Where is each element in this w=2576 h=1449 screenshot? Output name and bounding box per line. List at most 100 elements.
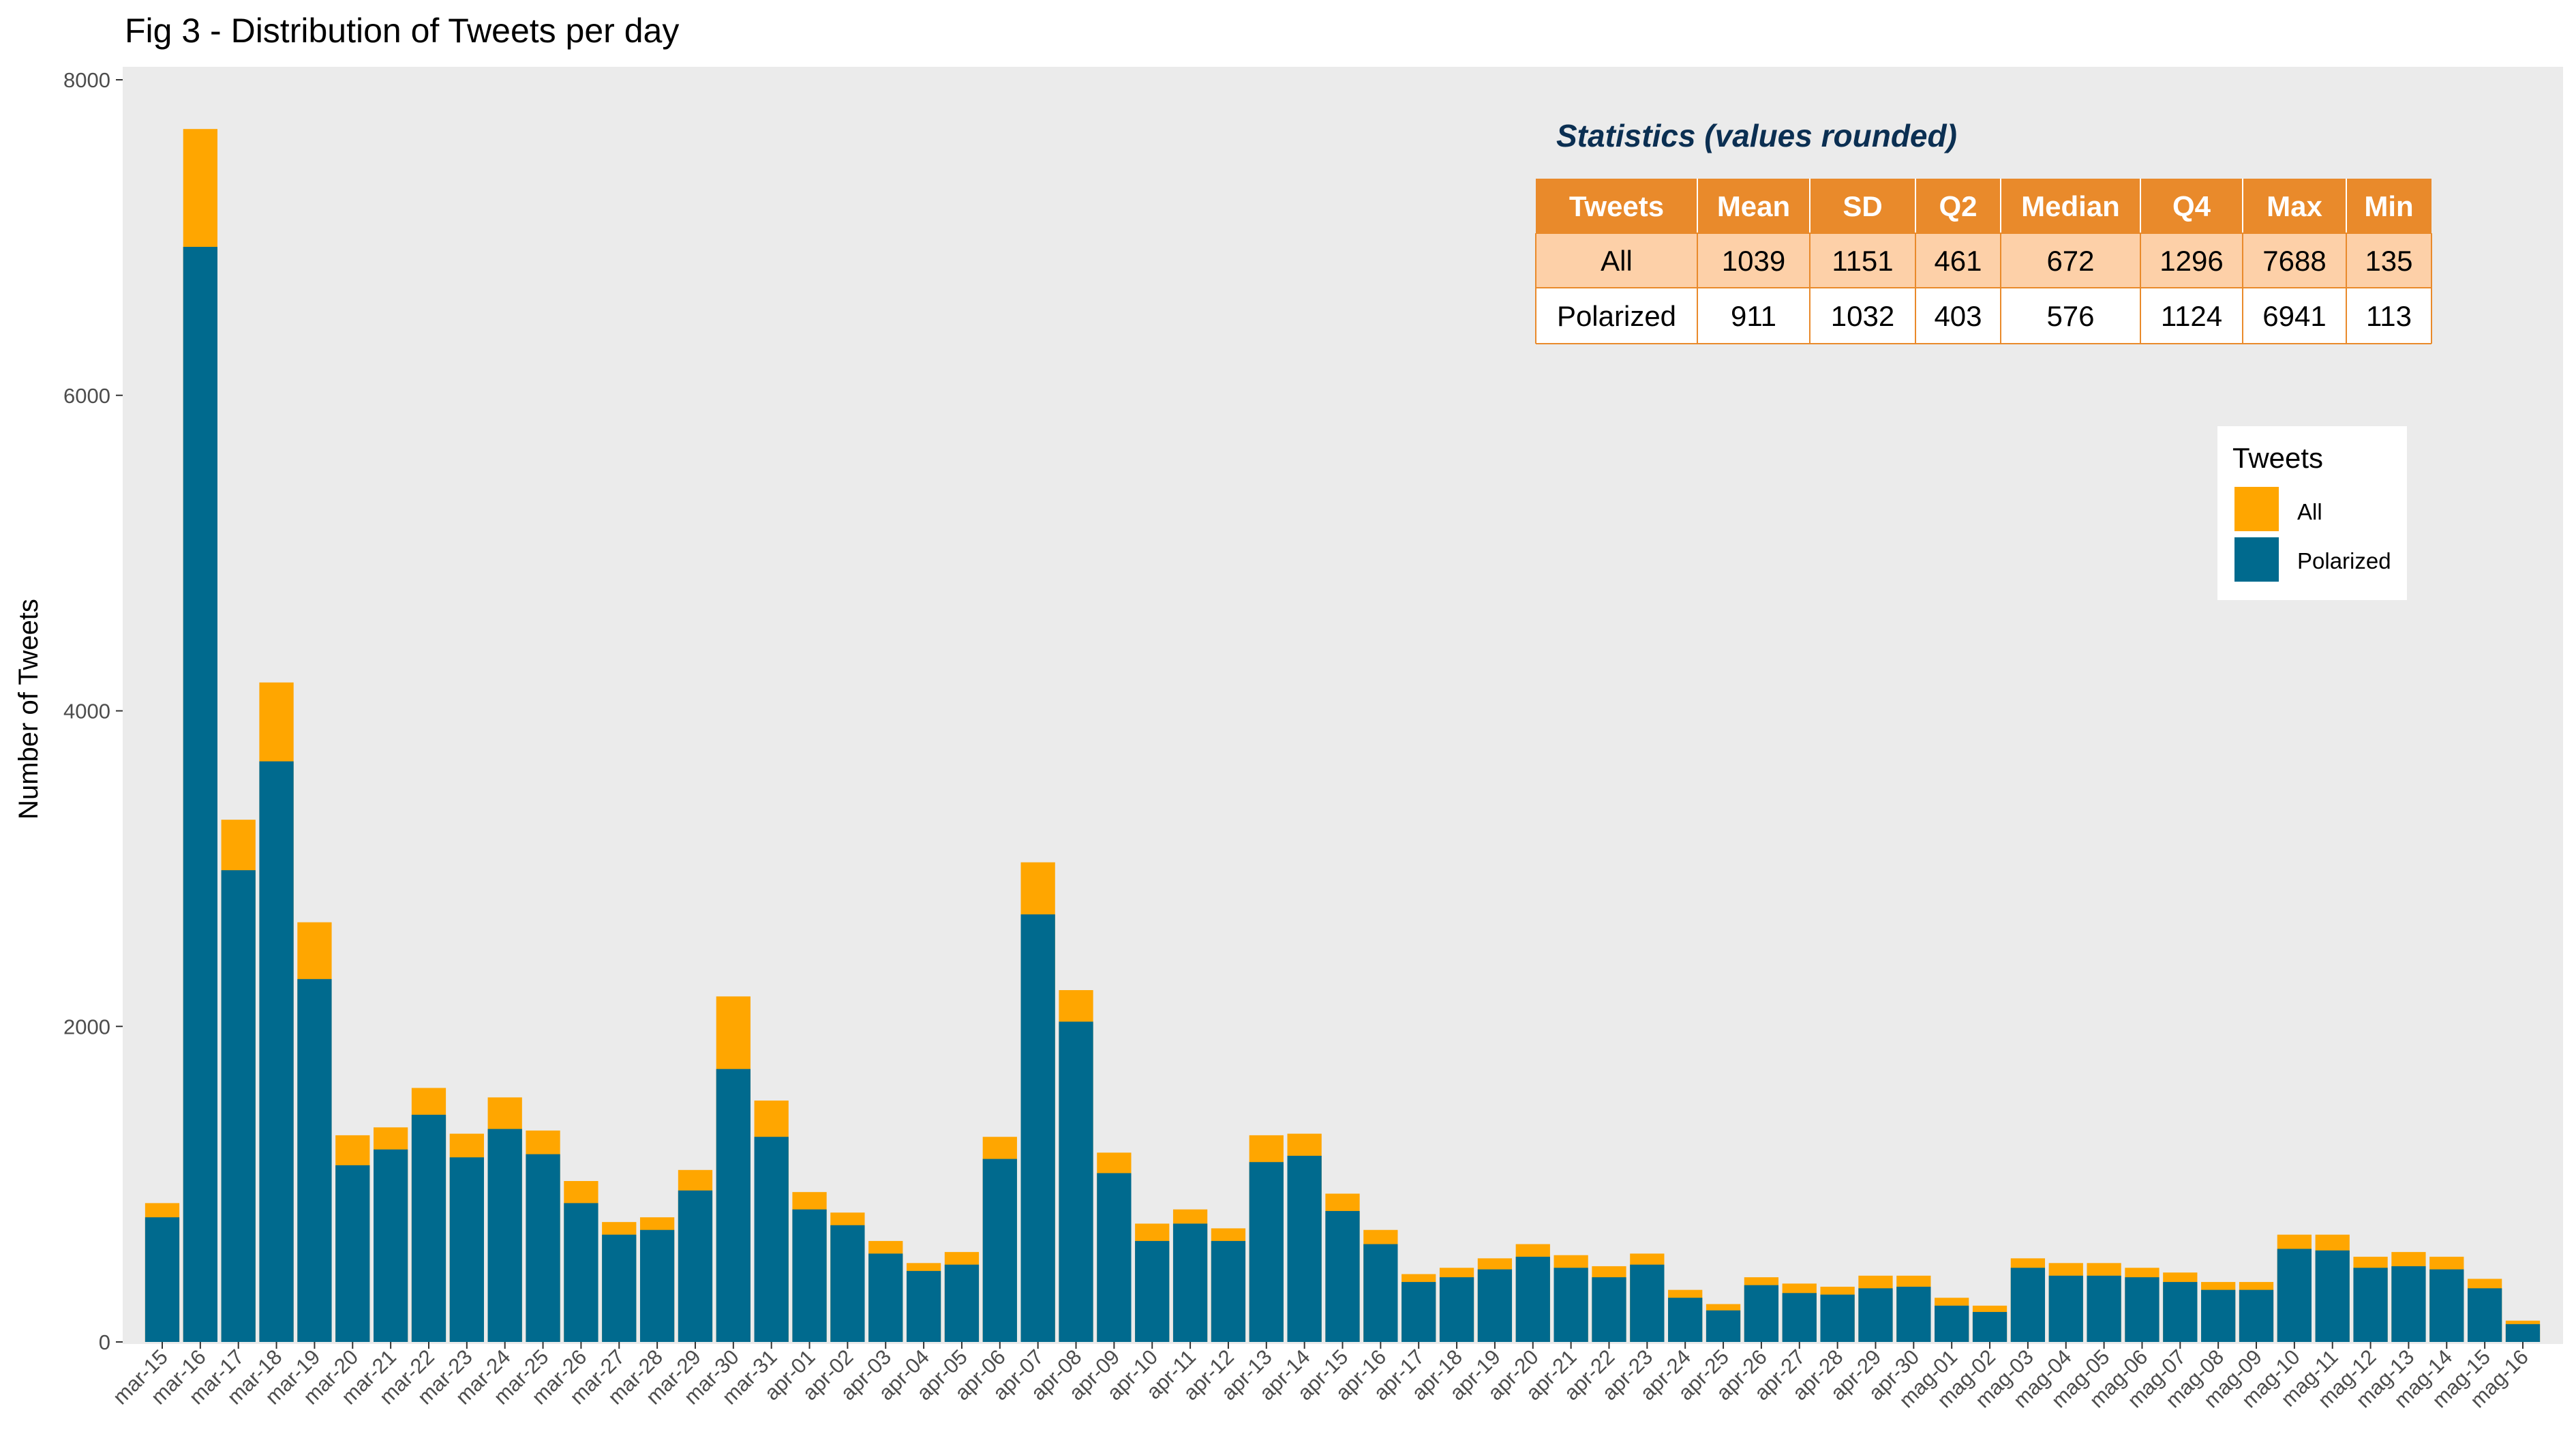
stats-cell: 1151 xyxy=(1832,245,1893,277)
bar-polarized-apr-01 xyxy=(792,1209,827,1342)
bar-polarized-apr-16 xyxy=(1363,1244,1398,1342)
bar-polarized-apr-02 xyxy=(830,1225,865,1342)
stats-header-row xyxy=(1536,179,2431,233)
stats-cell: 403 xyxy=(1934,300,1982,332)
bar-polarized-apr-14 xyxy=(1287,1155,1322,1342)
stats-cell: 1124 xyxy=(2161,300,2222,332)
y-tick-label: 8000 xyxy=(63,68,110,92)
bars-group xyxy=(145,129,2541,1343)
bar-polarized-apr-26 xyxy=(1744,1285,1779,1342)
bar-polarized-mar-19 xyxy=(297,979,332,1342)
bar-polarized-mar-24 xyxy=(487,1129,522,1342)
bar-polarized-mar-17 xyxy=(221,870,256,1342)
bar-polarized-apr-07 xyxy=(1020,914,1055,1342)
stats-header-cell: Mean xyxy=(1717,190,1790,222)
bar-polarized-mag-04 xyxy=(2048,1275,2083,1342)
bar-polarized-mar-30 xyxy=(716,1069,751,1342)
bar-polarized-apr-09 xyxy=(1097,1173,1132,1342)
stats-header-cell: Tweets xyxy=(1569,190,1664,222)
bar-polarized-apr-24 xyxy=(1668,1298,1703,1342)
stats-row xyxy=(1536,288,2431,344)
legend-label-all: All xyxy=(2297,499,2322,524)
bar-polarized-apr-03 xyxy=(868,1253,903,1342)
y-axis-label: Number of Tweets xyxy=(14,599,44,820)
bar-polarized-apr-04 xyxy=(906,1270,941,1342)
bar-polarized-mag-10 xyxy=(2277,1249,2312,1342)
stats-cell: All xyxy=(1601,245,1633,277)
bar-polarized-apr-10 xyxy=(1135,1240,1170,1342)
y-tick-label: 6000 xyxy=(63,384,110,408)
stats-header-cell: Q2 xyxy=(1939,190,1977,222)
bar-polarized-mag-08 xyxy=(2201,1289,2236,1342)
stats-title: Statistics (values rounded) xyxy=(1556,118,1957,153)
bar-polarized-mag-01 xyxy=(1935,1305,1969,1342)
stats-header-cell: SD xyxy=(1843,190,1882,222)
legend-swatch-all xyxy=(2234,487,2279,531)
bar-polarized-apr-23 xyxy=(1630,1264,1665,1342)
bar-polarized-mag-09 xyxy=(2239,1289,2274,1342)
bar-polarized-apr-19 xyxy=(1477,1269,1513,1342)
bar-polarized-mag-02 xyxy=(1972,1312,2007,1342)
stats-cell: 1039 xyxy=(1722,245,1785,277)
legend-title: Tweets xyxy=(2232,442,2323,474)
bar-polarized-apr-08 xyxy=(1059,1021,1093,1342)
bar-polarized-apr-27 xyxy=(1782,1293,1817,1342)
legend-label-polarized: Polarized xyxy=(2297,548,2391,573)
bar-polarized-mag-07 xyxy=(2163,1282,2198,1342)
stats-header-cell: Median xyxy=(2021,190,2120,222)
bar-polarized-mag-11 xyxy=(2315,1250,2350,1342)
bar-polarized-mag-13 xyxy=(2391,1266,2426,1342)
bar-polarized-apr-20 xyxy=(1515,1257,1550,1342)
stats-cell: 135 xyxy=(2365,245,2412,277)
stats-cell: 672 xyxy=(2046,245,2094,277)
bar-polarized-mag-06 xyxy=(2125,1277,2160,1342)
bar-polarized-apr-21 xyxy=(1554,1268,1588,1342)
bar-polarized-apr-17 xyxy=(1401,1282,1436,1342)
bar-polarized-apr-28 xyxy=(1820,1294,1855,1342)
bar-polarized-apr-25 xyxy=(1706,1310,1741,1342)
stats-panel: Statistics (values rounded) Tweets Mean SD… xyxy=(1535,118,2432,344)
legend-swatch-polarized xyxy=(2234,537,2279,582)
stats-cell: 461 xyxy=(1934,245,1982,277)
bar-polarized-mag-15 xyxy=(2468,1288,2502,1342)
stats-header-cell: Q4 xyxy=(2172,190,2211,222)
stats-cell: Polarized xyxy=(1557,300,1676,332)
stats-row xyxy=(1536,233,2431,288)
bar-polarized-apr-18 xyxy=(1439,1277,1474,1342)
bar-polarized-apr-30 xyxy=(1896,1287,1931,1342)
y-tick-label: 2000 xyxy=(63,1015,110,1039)
stats-cell: 113 xyxy=(2366,300,2412,332)
y-tick-label: 0 xyxy=(99,1330,110,1354)
bar-polarized-mar-15 xyxy=(145,1217,180,1342)
bar-polarized-mar-31 xyxy=(754,1137,789,1342)
bar-polarized-mag-14 xyxy=(2429,1269,2464,1342)
bar-polarized-apr-29 xyxy=(1858,1288,1893,1342)
bar-polarized-mar-22 xyxy=(411,1114,446,1342)
x-axis: mar-15mar-16mar-17mar-18mar-19mar-20mar-… xyxy=(108,1342,2533,1412)
bar-polarized-mar-23 xyxy=(449,1157,484,1342)
bar-polarized-mar-20 xyxy=(335,1165,370,1342)
bar-polarized-mar-25 xyxy=(526,1154,560,1342)
y-axis: 0 2000 4000 6000 8000 xyxy=(63,68,123,1354)
bar-polarized-apr-12 xyxy=(1211,1240,1246,1342)
stats-cell: 6941 xyxy=(2262,300,2326,332)
legend: Tweets All Polarized xyxy=(2217,426,2407,600)
bar-polarized-mar-29 xyxy=(678,1190,713,1342)
bar-polarized-apr-11 xyxy=(1172,1223,1208,1342)
bar-polarized-mag-05 xyxy=(2087,1275,2121,1342)
bar-polarized-mag-16 xyxy=(2505,1324,2541,1342)
bar-polarized-apr-06 xyxy=(982,1159,1017,1342)
bar-polarized-mag-03 xyxy=(2010,1268,2046,1342)
stats-cell: 1032 xyxy=(1831,300,1894,332)
stats-cell: 911 xyxy=(1731,300,1776,332)
bar-polarized-apr-15 xyxy=(1325,1210,1360,1342)
bar-polarized-apr-13 xyxy=(1249,1162,1284,1342)
stats-cell: 7688 xyxy=(2262,245,2326,277)
chart-title: Fig 3 - Distribution of Tweets per day xyxy=(125,12,679,50)
bar-polarized-mar-26 xyxy=(564,1203,598,1342)
bar-polarized-mar-18 xyxy=(259,761,294,1342)
stats-header-cell: Max xyxy=(2267,190,2322,222)
stats-cell: 1296 xyxy=(2160,245,2223,277)
bar-polarized-mar-27 xyxy=(602,1234,637,1342)
